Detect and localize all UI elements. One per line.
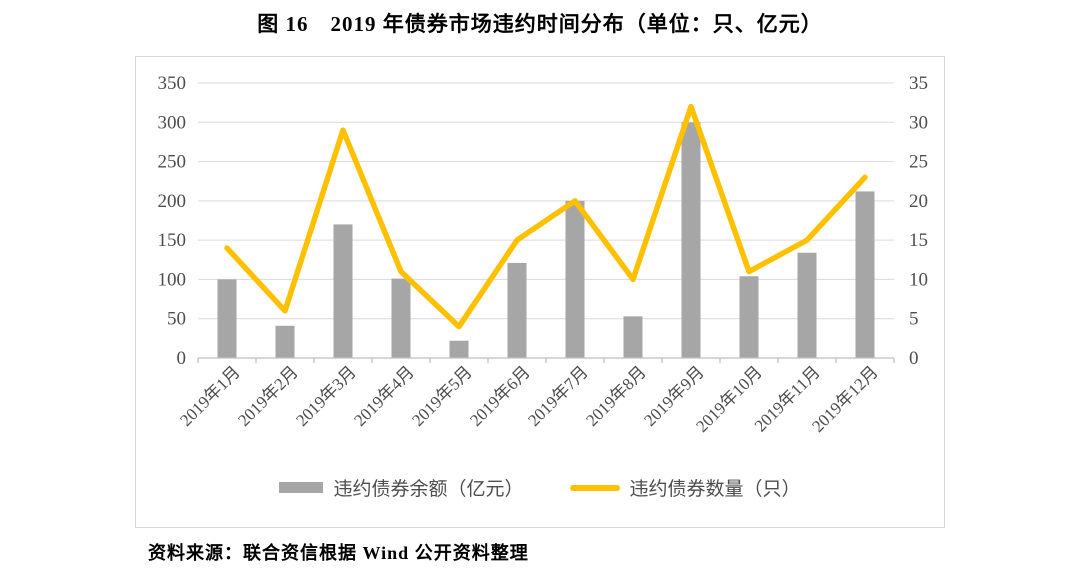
chart-area: 350 300 250 200 150 100 50 0 35 30 25 20 15 10 5 0 2019年… [135,56,945,528]
left-axis-label: 0 [177,348,187,369]
left-axis-label: 250 [158,152,187,173]
legend-item-count: 违约债券数量（只） [569,474,801,501]
left-axis-label: 50 [167,309,186,330]
x-axis-label: 2019年6月 [466,362,534,430]
right-axis-label: 35 [909,73,928,94]
bar [855,191,875,358]
right-axis-label: 15 [909,230,928,251]
x-axis-label: 2019年5月 [408,362,476,430]
legend-label-count: 违约债券数量（只） [629,479,801,500]
bar [217,279,237,358]
bar [565,200,585,358]
legend-label-balance: 违约债券余额（亿元） [333,479,524,500]
bar [507,262,527,358]
x-axis-label: 2019年3月 [292,362,360,430]
left-axis-label: 100 [158,269,187,290]
bar [333,224,353,358]
x-axis-label: 2019年7月 [524,362,592,430]
left-axis-label: 200 [158,191,187,212]
chart-title: 图 16 2019 年债券市场违约时间分布（单位：只、亿元） [257,12,823,36]
right-axis-label: 20 [909,191,928,212]
x-axis-label: 2019年2月 [234,362,302,430]
right-axis-label: 25 [909,152,928,173]
bar [391,278,411,358]
legend: 违约债券余额（亿元） 违约债券数量（只） [136,474,944,501]
right-axis-label: 10 [909,269,928,290]
source-note: 资料来源：联合资信根据 Wind 公开资料整理 [148,543,529,563]
bar [623,316,643,358]
line-series [224,103,868,330]
x-axis-label: 2019年4月 [350,362,418,430]
right-axis-label: 0 [909,348,919,369]
left-axis-label: 150 [158,230,187,251]
bar [739,276,759,358]
bar [275,325,295,358]
left-axis-label: 300 [158,112,187,133]
bar [449,340,469,358]
line-series-swatch-icon [569,484,620,491]
left-axis-label: 350 [158,73,187,94]
bar [797,252,817,358]
legend-item-balance: 违约债券余额（亿元） [279,474,524,501]
chart-svg: 350300250200150100500353025201510502019年… [158,73,929,436]
bar [681,122,701,359]
right-axis-label: 5 [909,309,919,330]
x-axis-label: 2019年1月 [176,362,244,430]
x-axis-label: 2019年8月 [582,362,650,430]
right-axis-label: 30 [909,112,928,133]
bar-series-swatch-icon [279,482,324,493]
